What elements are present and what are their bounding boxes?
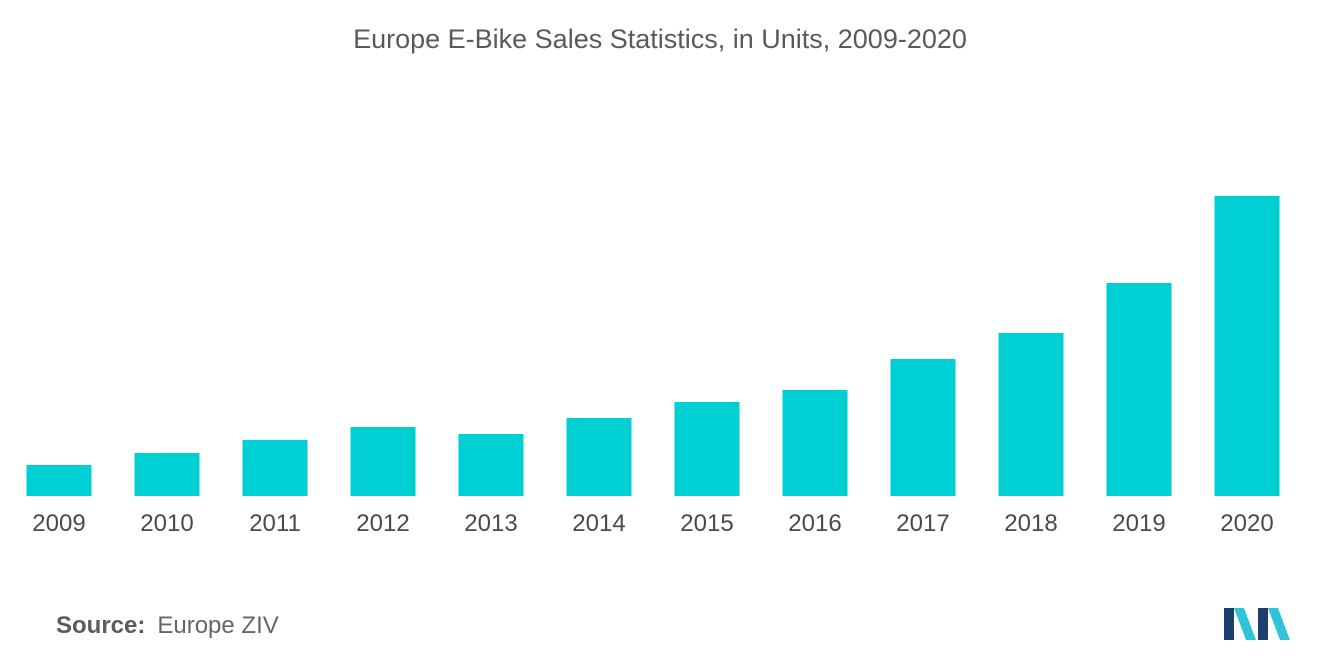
- bar-2011: [242, 440, 308, 496]
- logo-middle-leg: [1258, 608, 1268, 640]
- x-tick-label-2009: 2009: [32, 510, 85, 537]
- bar-2015: [674, 402, 740, 496]
- logo-right-diagonal: [1268, 608, 1290, 640]
- x-tick-label-2017: 2017: [896, 510, 949, 537]
- source-value: Europe ZIV: [157, 612, 279, 639]
- bar-2013: [458, 434, 524, 496]
- bar-2020: [1214, 196, 1280, 496]
- bar-2019: [1106, 283, 1172, 496]
- logo-left-leg: [1224, 608, 1234, 640]
- bar-2017: [890, 359, 956, 496]
- x-tick-label-2018: 2018: [1004, 510, 1057, 537]
- x-tick-label-2015: 2015: [680, 510, 733, 537]
- x-tick-label-2020: 2020: [1220, 510, 1273, 537]
- x-tick-label-2010: 2010: [140, 510, 193, 537]
- x-tick-label-2016: 2016: [788, 510, 841, 537]
- bar-2009: [26, 465, 92, 496]
- x-tick-label-2014: 2014: [572, 510, 625, 537]
- chart-title: Europe E-Bike Sales Statistics, in Units…: [353, 24, 967, 54]
- logo-left-diagonal: [1234, 608, 1256, 640]
- mordor-intelligence-logo-icon: [1224, 608, 1290, 640]
- bar-2012: [350, 427, 416, 496]
- x-tick-label-2019: 2019: [1112, 510, 1165, 537]
- bar-2010: [134, 453, 200, 496]
- bar-2014: [566, 418, 632, 496]
- bars-group: [26, 196, 1280, 496]
- x-tick-label-2013: 2013: [464, 510, 517, 537]
- bar-2016: [782, 390, 848, 496]
- x-tick-labels: 2009 2010 2011 2012 2013 2014 2015 2016 2017 2018…: [32, 510, 1273, 537]
- source-label: Source:: [56, 612, 146, 639]
- bar-2018: [998, 333, 1064, 496]
- x-tick-label-2012: 2012: [356, 510, 409, 537]
- source-note: Source: Europe ZIV: [56, 612, 279, 640]
- x-tick-label-2011: 2011: [249, 510, 301, 537]
